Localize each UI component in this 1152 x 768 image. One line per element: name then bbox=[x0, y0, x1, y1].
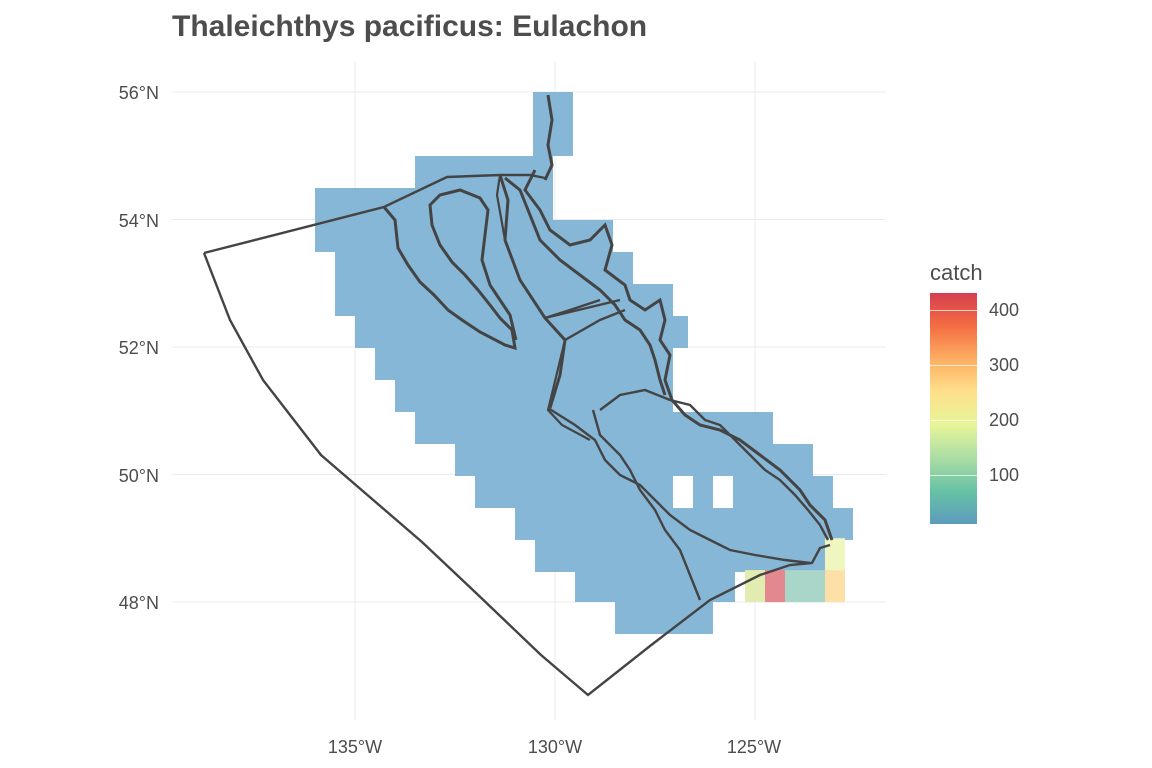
high-catch-cell bbox=[745, 570, 765, 603]
legend-title: catch bbox=[930, 260, 983, 285]
catch-cell-row bbox=[355, 316, 688, 348]
catch-cell-row bbox=[395, 380, 693, 412]
catch-cell-row bbox=[535, 540, 833, 572]
catch-cell-row bbox=[375, 348, 673, 380]
coastline-boundaries bbox=[202, 94, 834, 697]
catch-cell-row bbox=[575, 572, 735, 602]
empty-cell bbox=[713, 476, 733, 508]
catch-grid-cells bbox=[315, 92, 853, 634]
legend-label: 100 bbox=[989, 465, 1020, 485]
legend-tick bbox=[930, 365, 977, 366]
catch-cell-row bbox=[315, 220, 613, 252]
catch-cell-row bbox=[615, 602, 713, 634]
vancouver-island-coast bbox=[544, 298, 830, 601]
mainland-coast bbox=[498, 94, 834, 541]
legend-label: 400 bbox=[989, 300, 1020, 320]
catch-cell-row bbox=[475, 476, 833, 508]
catch-cell-row bbox=[455, 444, 813, 476]
y-axis-labels: 56°N 54°N 52°N 50°N 48°N bbox=[119, 83, 159, 613]
x-tick-label: 125°W bbox=[727, 737, 781, 757]
legend-colorbar bbox=[930, 293, 977, 524]
map-title: Thaleichthys pacificus: Eulachon bbox=[172, 10, 648, 43]
legend-tick bbox=[930, 475, 977, 476]
y-tick-label: 48°N bbox=[119, 593, 159, 613]
haida-gwaii-coast bbox=[382, 188, 518, 351]
legend-label: 300 bbox=[989, 355, 1020, 375]
catch-cell-row bbox=[533, 92, 573, 156]
legend-tick bbox=[930, 420, 977, 421]
y-tick-label: 56°N bbox=[119, 83, 159, 103]
high-catch-cell bbox=[765, 570, 785, 603]
x-tick-label: 135°W bbox=[328, 737, 382, 757]
inner-boundary-lines bbox=[495, 174, 621, 441]
y-tick-label: 50°N bbox=[119, 466, 159, 486]
y-tick-label: 52°N bbox=[119, 338, 159, 358]
y-tick-label: 54°N bbox=[119, 211, 159, 231]
legend-label: 200 bbox=[989, 410, 1020, 430]
legend-tick bbox=[930, 310, 977, 311]
high-catch-cell bbox=[825, 570, 845, 603]
x-tick-label: 130°W bbox=[528, 737, 582, 757]
high-catch-cell bbox=[805, 570, 825, 603]
high-catch-cell bbox=[825, 538, 845, 571]
high-catch-cell bbox=[785, 570, 805, 603]
catch-legend: catch 400 300 200 100 bbox=[930, 260, 1050, 540]
empty-cell bbox=[673, 476, 693, 508]
x-axis-labels: 135°W 130°W 125°W bbox=[328, 737, 781, 757]
